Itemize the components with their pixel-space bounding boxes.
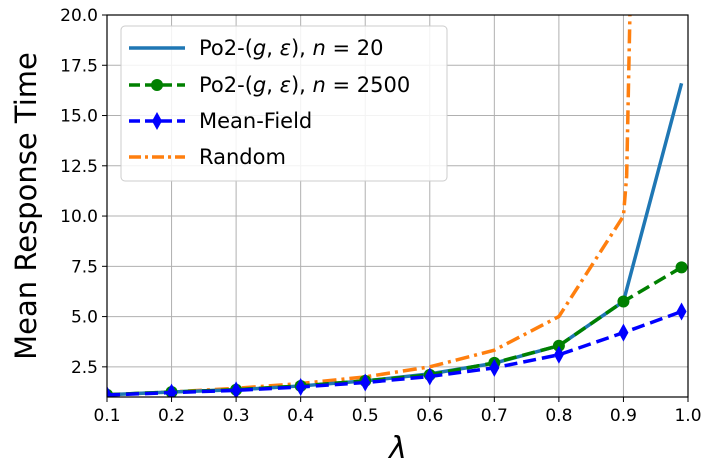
ticks: 0.1 0.2 0.3 0.4 0.5 0.6 0.7 0.8 0.9 1.0 2.5 5.0 7.5 1…	[60, 6, 701, 426]
legend-box	[120, 25, 448, 182]
legend-label-part: ,	[266, 36, 279, 60]
legend-label: Random	[199, 145, 286, 169]
y-tick-label: 2.5	[71, 358, 98, 378]
legend-label-part: n	[313, 36, 326, 60]
legend-swatch-marker	[152, 112, 162, 130]
y-axis-title: Mean Response Time	[9, 52, 43, 360]
data-point	[107, 385, 112, 397]
data-point	[231, 381, 242, 397]
x-tick-label: 0.6	[416, 406, 443, 426]
data-point	[618, 323, 629, 342]
x-tick-label: 0.3	[223, 406, 250, 426]
legend-label-part: = 20	[326, 36, 384, 60]
legend-label-part: ),	[291, 36, 313, 60]
x-tick-label: 0.2	[158, 406, 185, 426]
series-2	[107, 302, 687, 397]
legend-label-part: n	[313, 73, 326, 97]
y-tick-label: 5.0	[71, 308, 98, 328]
x-tick-label: 0.8	[545, 406, 572, 426]
series-line	[107, 309, 683, 397]
series-line	[107, 15, 632, 397]
legend-label-part: g	[253, 73, 266, 97]
x-axis-title: λ	[387, 431, 407, 464]
legend-swatch-marker	[151, 79, 163, 91]
series-layer	[107, 15, 688, 397]
series-3	[107, 15, 632, 397]
x-tick-label: 0.9	[610, 406, 637, 426]
legend-label: Po2-(g, ε), n = 20	[199, 36, 384, 60]
legend-label-part: Po2-(	[199, 36, 253, 60]
legend-label-part: ,	[266, 73, 279, 97]
data-point	[553, 345, 564, 364]
data-point	[675, 261, 688, 274]
data-point	[360, 373, 371, 392]
legend-label: Po2-(g, ε), n = 2500	[199, 73, 410, 97]
data-point	[295, 377, 306, 396]
legend-label-part: ε	[280, 73, 291, 97]
x-tick-label: 0.7	[481, 406, 508, 426]
plot-frame	[106, 14, 689, 398]
legend-label-part: = 2500	[326, 73, 410, 97]
legend-label-part: g	[253, 36, 266, 60]
legend-label-part: ),	[291, 73, 313, 97]
data-point	[424, 367, 435, 386]
x-tick-label: 0.1	[93, 406, 120, 426]
y-tick-label: 7.5	[71, 257, 98, 277]
x-tick-label: 0.5	[352, 406, 379, 426]
y-tick-label: 17.5	[60, 56, 98, 76]
legend-label-part: ε	[280, 36, 291, 60]
legend-label: Mean-Field	[199, 109, 312, 133]
y-tick-label: 10.0	[60, 207, 98, 227]
x-tick-label: 1.0	[674, 406, 701, 426]
y-tick-label: 20.0	[60, 6, 98, 26]
data-point	[676, 302, 687, 321]
data-point	[166, 383, 177, 397]
x-tick-label: 0.4	[287, 406, 314, 426]
data-point	[617, 295, 630, 308]
y-tick-label: 12.5	[60, 157, 98, 177]
data-point	[552, 339, 565, 352]
y-tick-label: 15.0	[60, 107, 98, 127]
legend-label-part: Po2-(	[199, 73, 253, 97]
data-point	[489, 358, 500, 377]
